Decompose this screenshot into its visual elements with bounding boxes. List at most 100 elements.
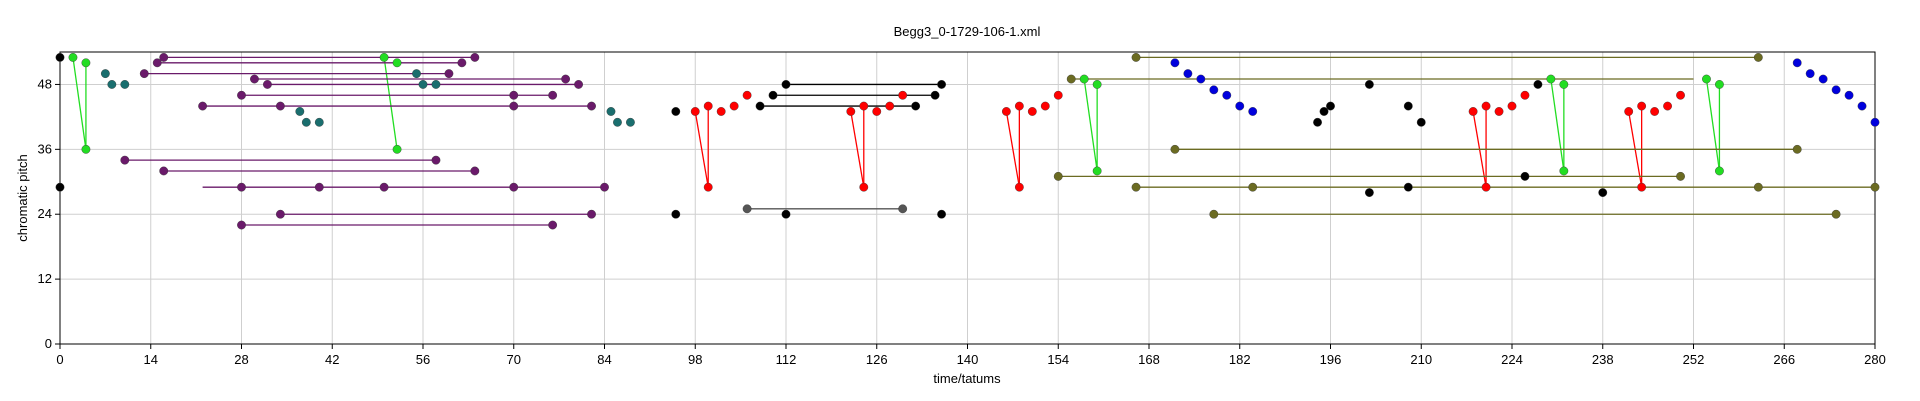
purple-note-point [275,209,285,219]
purple-note-point [250,74,259,84]
red-note-point [1676,90,1685,100]
red-note-point [1014,101,1024,111]
y-axis-ticks: 0 12 24 36 48 [38,76,60,351]
purple-note-point [600,182,609,192]
purple-note-point [561,74,571,84]
olive-note-point [1170,144,1180,154]
olive-note-point [1676,171,1685,181]
x-tick-label: 280 [1864,352,1886,367]
black-note-point [55,53,65,62]
x-tick-label: 0 [56,352,63,367]
x-tick-label: 266 [1773,352,1795,367]
x-axis-label: time/tatums [933,371,1001,386]
y-tick-label: 48 [38,76,52,91]
red-note-point [859,182,869,192]
x-tick-label: 168 [1138,352,1160,367]
x-tick-label: 84 [597,352,611,367]
olive-note-point [1209,209,1219,219]
black-note-point [1520,171,1530,181]
green-note-segment [383,57,398,150]
purple-note-point [263,80,272,89]
teal-note-point [412,69,421,79]
y-tick-label: 36 [38,141,52,156]
red-note-point [1494,107,1504,116]
red-note-point [885,101,895,111]
teal-note-point [295,107,305,116]
purple-note-point [159,53,169,62]
purple-note-point [237,220,246,230]
red-note-point [703,101,713,111]
black-note-point [1416,117,1426,127]
purple-note-point [314,182,324,192]
black-note-point [1313,117,1322,127]
green-note-point [1702,74,1711,84]
x-tick-label: 210 [1410,352,1432,367]
olive-note-point [1066,74,1076,84]
purple-note-point [470,166,480,176]
grey-note-point [898,204,908,214]
blue-note-point [1844,90,1854,100]
green-note-segment [1550,78,1565,172]
green-note-point [392,58,402,68]
x-tick-label: 28 [234,352,248,367]
purple-note-point [587,209,596,219]
x-tick-label: 252 [1683,352,1705,367]
olive-note-point [1753,182,1763,192]
blue-note-point [1805,69,1815,79]
black-note-point [1364,188,1374,197]
x-axis-ticks: 0 14 28 42 56 70 84 98 112 126 140 154 168 182 196 210 2… [56,344,1886,367]
y-axis-label: chromatic pitch [15,154,30,241]
x-tick-label: 98 [688,352,702,367]
red-note-point [1637,182,1647,192]
olive-note-point [1870,182,1880,192]
teal-note-point [100,69,110,79]
purple-note-point [275,101,285,111]
red-note-point [1624,107,1634,116]
teal-note-point [613,117,622,127]
olive-note-point [1053,171,1063,181]
green-note-point [1092,166,1102,176]
red-note-point [1481,101,1491,111]
red-note-point [1637,101,1647,111]
red-note-point [898,90,908,100]
x-tick-label: 196 [1320,352,1342,367]
x-tick-label: 70 [507,352,521,367]
blue-note-point [1170,58,1180,68]
black-note-point [937,80,946,89]
red-note-point [1014,182,1024,192]
purple-note-point [139,69,149,79]
y-tick-label: 12 [38,271,52,286]
black-note-point [1533,80,1543,89]
olive-note-point [1131,53,1141,62]
x-tick-label: 126 [866,352,888,367]
green-note-point [81,58,91,68]
red-note-segment [694,111,709,188]
red-note-point [1040,101,1050,111]
red-note-point [872,107,882,116]
teal-note-point [301,117,311,127]
green-note-point [68,53,78,62]
olive-note-point [1248,182,1258,192]
teal-note-point [120,80,130,89]
green-note-point [81,144,91,154]
black-note-point [1403,101,1413,111]
red-note-point [742,90,752,100]
blue-note-point [1222,90,1232,100]
green-note-point [1079,74,1089,84]
blue-note-point [1831,85,1841,95]
red-note-point [1481,182,1491,192]
black-note-point [55,182,65,192]
blue-note-point [1235,101,1245,111]
red-note-point [846,107,856,116]
olive-note-point [1753,53,1763,62]
black-note-point [781,209,791,219]
purple-note-point [431,155,441,165]
purple-note-point [548,90,558,100]
x-tick-label: 140 [957,352,979,367]
black-note-point [755,101,765,111]
purple-note-point [509,182,519,192]
red-note-point [1520,90,1530,100]
black-note-point [768,90,778,100]
black-note-point [937,209,946,219]
teal-note-point [606,107,616,116]
